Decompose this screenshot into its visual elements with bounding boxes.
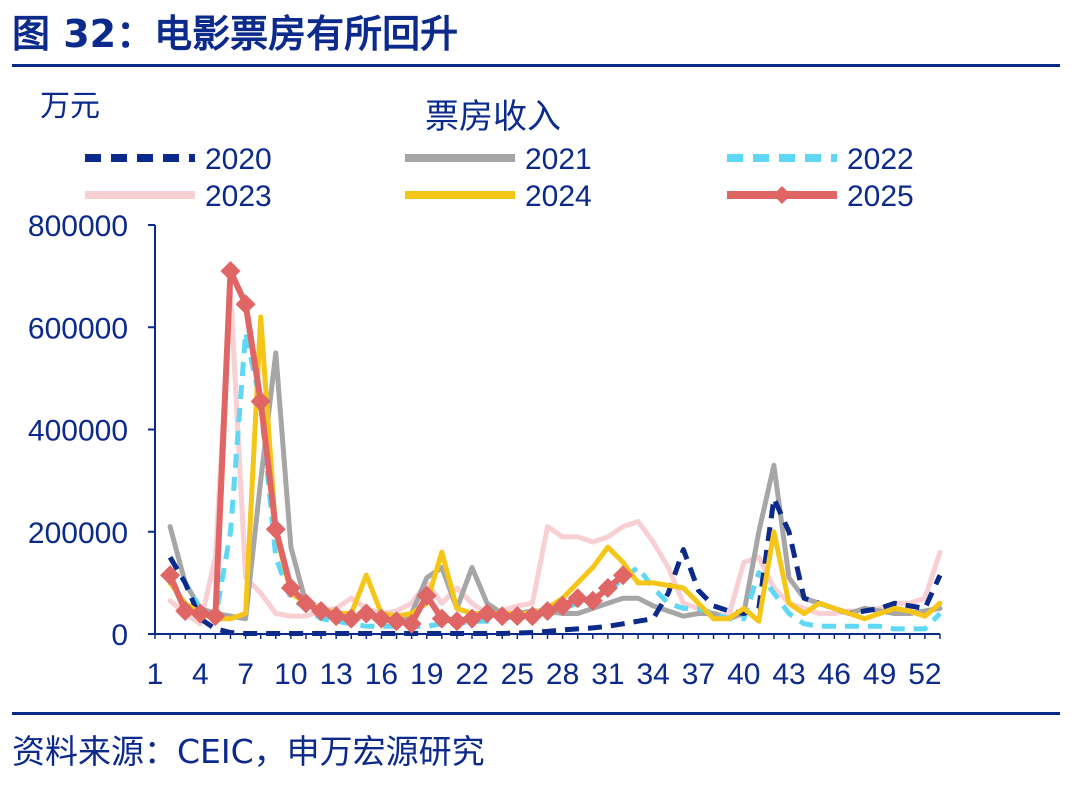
data-point-2025 bbox=[341, 608, 362, 629]
data-point-2025 bbox=[401, 613, 422, 634]
data-point-2025 bbox=[190, 603, 211, 624]
legend-label-2022: 2022 bbox=[847, 143, 914, 176]
y-tick-label: 400000 bbox=[28, 415, 128, 448]
data-point-2025 bbox=[416, 585, 437, 606]
legend-marker-2025 bbox=[773, 186, 791, 204]
data-point-2025 bbox=[462, 608, 483, 629]
data-point-2025 bbox=[265, 519, 286, 540]
x-tick-label: 49 bbox=[863, 658, 896, 691]
x-tick-label: 46 bbox=[818, 658, 851, 691]
x-tick-label: 7 bbox=[237, 658, 254, 691]
chart-title: 票房收入 bbox=[425, 98, 561, 136]
x-tick-label: 43 bbox=[772, 658, 805, 691]
figure-header: 图 32：电影票房有所回升 bbox=[12, 8, 1060, 67]
data-point-2025 bbox=[582, 590, 603, 611]
data-point-2025 bbox=[477, 603, 498, 624]
y-tick-label: 600000 bbox=[28, 312, 128, 345]
data-point-2025 bbox=[220, 261, 241, 282]
x-tick-label: 25 bbox=[501, 658, 534, 691]
data-point-2025 bbox=[280, 577, 301, 598]
y-tick-label: 800000 bbox=[28, 210, 128, 243]
data-point-2025 bbox=[431, 608, 452, 629]
legend-label-2020: 2020 bbox=[205, 143, 272, 176]
data-point-2025 bbox=[295, 593, 316, 614]
data-point-2025 bbox=[507, 606, 528, 627]
legend-label-2021: 2021 bbox=[525, 143, 592, 176]
x-tick-label: 40 bbox=[727, 658, 760, 691]
data-point-2025 bbox=[492, 606, 513, 627]
data-point-2025 bbox=[250, 391, 271, 412]
data-point-2025 bbox=[371, 608, 392, 629]
data-point-2025 bbox=[567, 588, 588, 609]
data-point-2025 bbox=[597, 577, 618, 598]
footer-divider bbox=[12, 712, 1060, 715]
figure-title: 图 32：电影票房有所回升 bbox=[12, 12, 459, 56]
data-point-2025 bbox=[552, 595, 573, 616]
data-point-2025 bbox=[311, 600, 332, 621]
x-tick-label: 52 bbox=[908, 658, 941, 691]
data-point-2025 bbox=[612, 565, 633, 586]
data-point-2025 bbox=[446, 611, 467, 632]
data-point-2025 bbox=[235, 294, 256, 315]
x-tick-label: 34 bbox=[636, 658, 669, 691]
data-point-2025 bbox=[386, 611, 407, 632]
data-point-2025 bbox=[326, 606, 347, 627]
data-point-2025 bbox=[356, 603, 377, 624]
series-line-2020 bbox=[167, 496, 943, 636]
source-note: 资料来源：CEIC，申万宏源研究 bbox=[12, 732, 485, 771]
x-tick-label: 28 bbox=[546, 658, 579, 691]
y-axis-label: 万元 bbox=[40, 90, 100, 123]
x-tick-label: 4 bbox=[192, 658, 209, 691]
x-tick-label: 19 bbox=[410, 658, 443, 691]
y-tick-label: 0 bbox=[111, 619, 128, 652]
x-tick-label: 1 bbox=[147, 658, 164, 691]
legend-label-2024: 2024 bbox=[525, 180, 592, 213]
x-tick-label: 31 bbox=[591, 658, 624, 691]
legend-label-2023: 2023 bbox=[205, 180, 272, 213]
x-tick-label: 10 bbox=[274, 658, 307, 691]
data-point-2025 bbox=[537, 600, 558, 621]
data-point-2025 bbox=[175, 600, 196, 621]
x-tick-label: 13 bbox=[319, 658, 352, 691]
x-tick-label: 22 bbox=[455, 658, 488, 691]
x-tick-label: 37 bbox=[682, 658, 715, 691]
data-point-2025 bbox=[205, 606, 226, 627]
legend-label-2025: 2025 bbox=[847, 180, 914, 213]
data-point-2025 bbox=[522, 606, 543, 627]
x-tick-label: 16 bbox=[365, 658, 398, 691]
data-point-2025 bbox=[160, 565, 181, 586]
y-tick-label: 200000 bbox=[28, 517, 128, 550]
